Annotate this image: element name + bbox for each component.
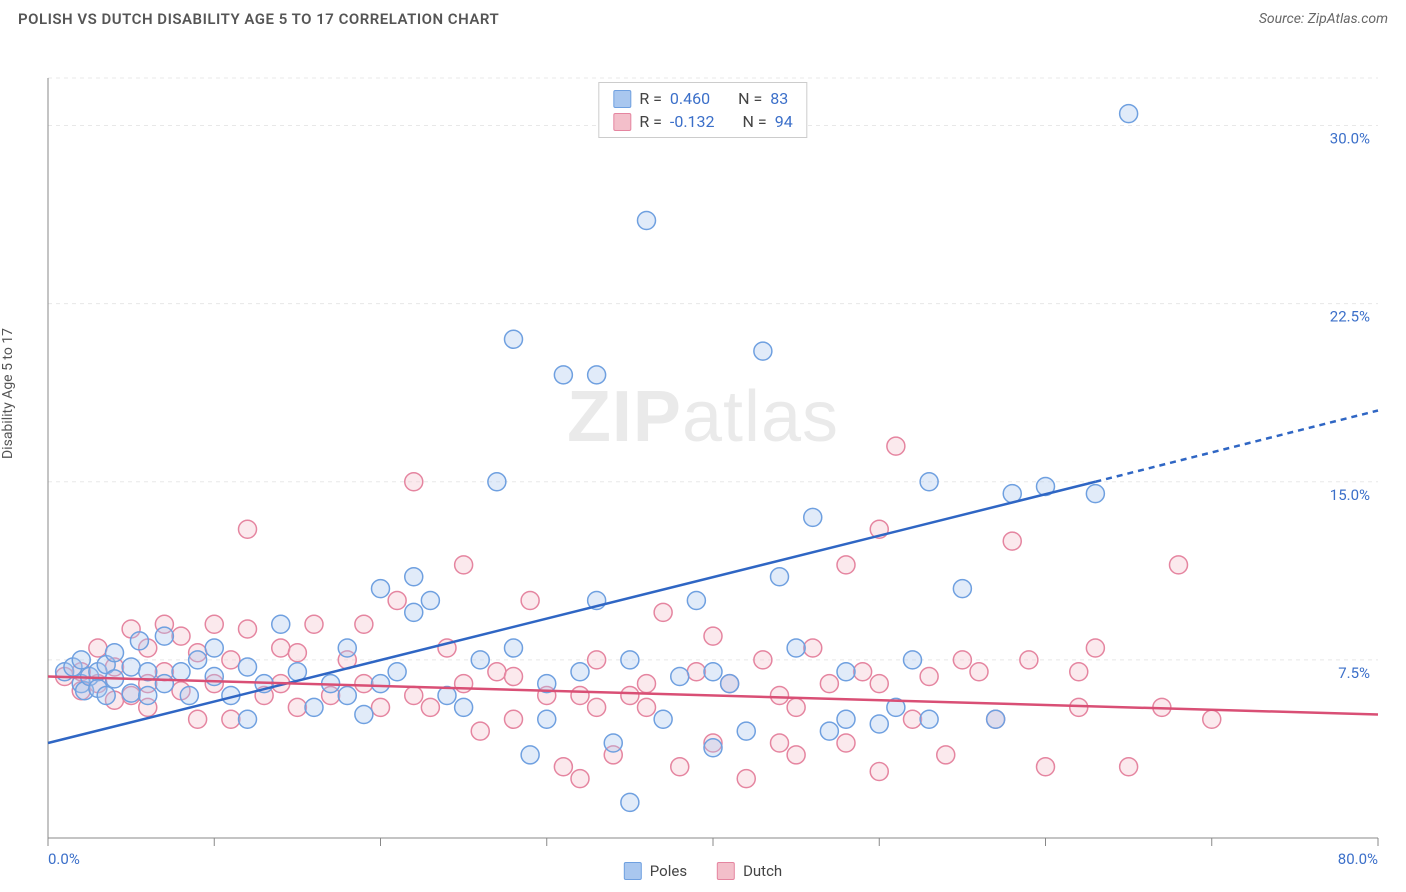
stat-r-value-dutch: -0.132 (670, 112, 715, 131)
y-axis-label: Disability Age 5 to 17 (0, 328, 16, 459)
legend-item-dutch: Dutch (717, 862, 782, 880)
stats-row-poles: R = 0.460 N = 83 (613, 87, 792, 110)
svg-text:80.0%: 80.0% (1338, 850, 1378, 868)
chart-header: POLISH VS DUTCH DISABILITY AGE 5 TO 17 C… (0, 0, 1406, 34)
chart-source: Source: ZipAtlas.com (1259, 11, 1388, 27)
legend: Poles Dutch (624, 862, 782, 880)
stat-r-label: R = (639, 112, 662, 131)
legend-label-dutch: Dutch (743, 862, 782, 880)
legend-swatch-poles (624, 862, 642, 880)
svg-text:15.0%: 15.0% (1330, 486, 1370, 504)
correlation-stats-box: R = 0.460 N = 83 R = -0.132 N = 94 (598, 82, 807, 138)
scatter-plot: 7.5% 15.0% 22.5% 30.0% 0.0% 80.0% (0, 34, 1406, 884)
stat-r-value-poles: 0.460 (670, 89, 710, 108)
swatch-poles (613, 90, 631, 108)
legend-label-poles: Poles (650, 862, 687, 880)
stat-n-label: N = (743, 112, 767, 131)
stat-n-value-dutch: 94 (775, 112, 793, 131)
svg-text:0.0%: 0.0% (48, 850, 80, 868)
stat-n-label: N = (738, 89, 762, 108)
svg-text:30.0%: 30.0% (1330, 130, 1370, 148)
chart-title: POLISH VS DUTCH DISABILITY AGE 5 TO 17 C… (18, 10, 499, 28)
svg-text:7.5%: 7.5% (1338, 664, 1370, 682)
swatch-dutch (613, 113, 631, 131)
stat-n-value-poles: 83 (770, 89, 788, 108)
legend-swatch-dutch (717, 862, 735, 880)
svg-text:22.5%: 22.5% (1330, 308, 1370, 326)
chart-container: Disability Age 5 to 17 7.5% 15.0% 22.5% 30.… (0, 34, 1406, 884)
legend-item-poles: Poles (624, 862, 687, 880)
stat-r-label: R = (639, 89, 662, 108)
stats-row-dutch: R = -0.132 N = 94 (613, 110, 792, 133)
